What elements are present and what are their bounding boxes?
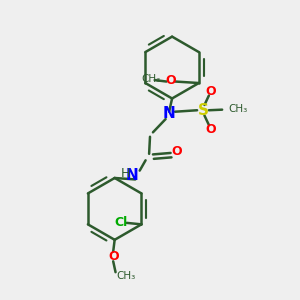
Text: O: O [166, 74, 176, 87]
Text: CH₃: CH₃ [228, 104, 247, 114]
Text: O: O [205, 123, 216, 136]
Text: N: N [163, 106, 175, 121]
Text: CH₃: CH₃ [142, 74, 161, 84]
Text: O: O [205, 85, 216, 98]
Text: Cl: Cl [114, 216, 128, 230]
Text: O: O [108, 250, 119, 262]
Text: H: H [120, 167, 130, 180]
Text: S: S [197, 103, 208, 118]
Text: CH₃: CH₃ [117, 271, 136, 281]
Text: O: O [171, 145, 182, 158]
Text: N: N [126, 167, 139, 182]
